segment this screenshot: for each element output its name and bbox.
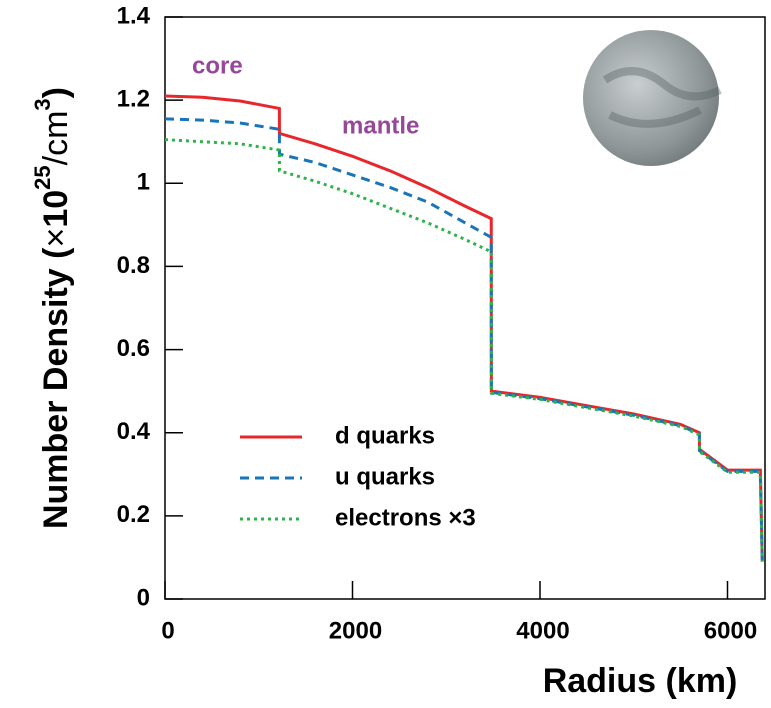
y-label-part: ×	[37, 228, 75, 248]
series-line	[164, 94, 764, 562]
y-tick-label: 0.2	[117, 501, 150, 528]
y-label-part: 3	[30, 98, 55, 110]
earth-detail	[602, 67, 722, 128]
annotation: core	[192, 52, 243, 79]
y-label-part: )	[37, 87, 75, 98]
y-tick-label: 0	[137, 584, 150, 611]
series-line	[164, 117, 764, 562]
y-label-part: 25	[30, 165, 55, 189]
series-line	[164, 138, 764, 562]
y-tick-label: 1	[137, 169, 150, 196]
y-label-part: /cm	[37, 111, 75, 166]
y-tick-label: 1.2	[117, 85, 150, 112]
x-tick-label: 2000	[329, 617, 382, 644]
x-axis-label: Radius (km)	[543, 662, 738, 700]
y-label-part: Number Density (	[37, 247, 75, 529]
x-tick-label: 0	[161, 617, 174, 644]
y-tick-label: 0.6	[117, 335, 150, 362]
y-label-part: 10	[37, 190, 75, 228]
plot-frame	[164, 16, 766, 600]
y-axis-label: Number Density (×1025/cm3)	[30, 87, 75, 529]
y-tick-label: 1.4	[117, 2, 151, 29]
legend-label: d quarks	[335, 422, 435, 449]
x-tick-label: 6000	[704, 617, 757, 644]
y-tick-label: 0.4	[117, 418, 151, 445]
legend-label: u quarks	[335, 463, 435, 490]
earth-image	[583, 30, 719, 166]
x-tick-label: 4000	[516, 617, 569, 644]
legend-label: electrons ×3	[335, 504, 476, 531]
annotation: mantle	[342, 112, 419, 139]
y-tick-label: 0.8	[117, 252, 150, 279]
